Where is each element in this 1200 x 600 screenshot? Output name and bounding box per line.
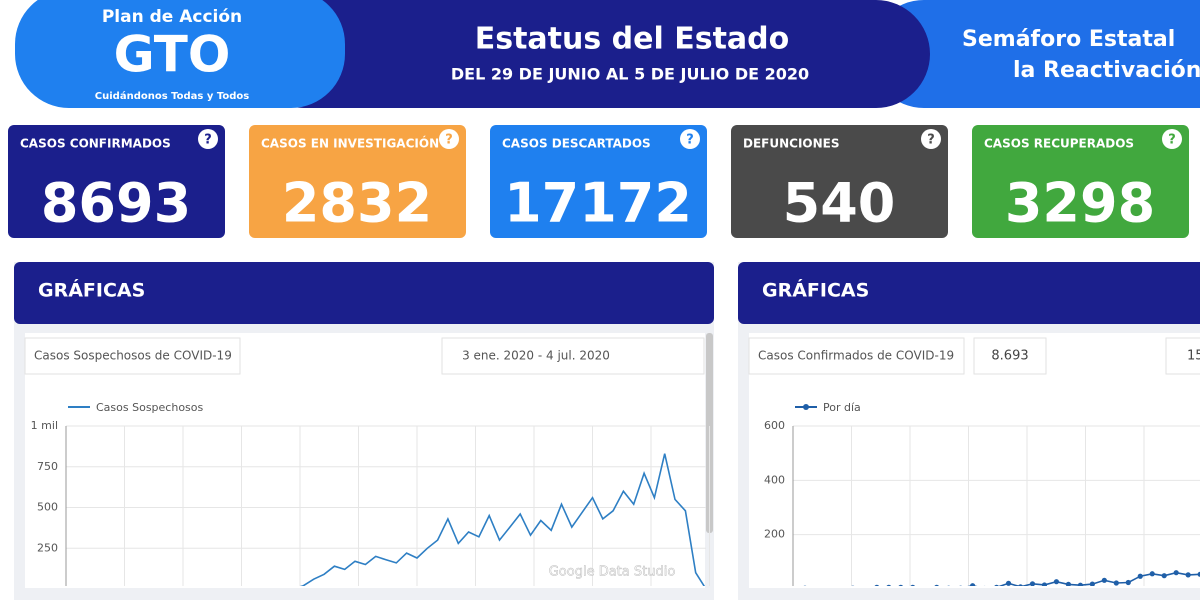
help-icon [439, 129, 459, 149]
point [910, 584, 915, 586]
point [1113, 580, 1119, 586]
logo-subtitle: Cuidándonos Todas y Todos [95, 90, 249, 102]
y-tick-label: 750 [37, 460, 58, 473]
stat-card [490, 125, 707, 238]
date-control[interactable] [441, 337, 705, 375]
point [1053, 579, 1060, 585]
scorecard [1165, 337, 1200, 375]
point [1173, 570, 1179, 576]
help-mark: ? [204, 133, 212, 148]
center-banner [250, 0, 930, 108]
right-subtitle: la Reactivación [1013, 58, 1200, 83]
point [970, 583, 976, 586]
stat-label: CASOS RECUPERADOS [984, 137, 1134, 151]
help-icon [1162, 129, 1182, 149]
point [803, 585, 807, 586]
scorecard-value: 15 [1187, 349, 1200, 364]
panel-title: GRÁFICAS [762, 279, 869, 302]
stat-label: CASOS DESCARTADOS [502, 137, 651, 151]
watermark: Google Data Studio [549, 565, 676, 580]
help-icon [198, 129, 218, 149]
y-tick-label: 1 mil [31, 419, 58, 432]
y-tick-label: 250 [37, 541, 58, 554]
y-tick-label: 600 [764, 419, 785, 432]
point [1101, 577, 1107, 583]
right-title: Semáforo Estatal [962, 27, 1175, 52]
right-banner [870, 0, 1200, 108]
chart-label: Casos Confirmados de COVID-19 [758, 349, 954, 363]
point [1077, 582, 1083, 586]
scorecard [973, 337, 1047, 375]
chart-label-box [24, 337, 241, 375]
logo-title: Plan de Acción [102, 7, 242, 27]
point [874, 584, 880, 586]
line-series [967, 571, 1200, 586]
chart-label-box [748, 337, 965, 375]
point [959, 585, 963, 586]
panel-title: GRÁFICAS [38, 279, 145, 302]
logo-text: GTO [114, 26, 231, 84]
legend-label: Casos Sospechosos [96, 401, 204, 414]
stat-value: 2832 [282, 172, 432, 235]
chart-card [749, 333, 1200, 588]
logo-banner [15, 0, 345, 108]
point [1029, 581, 1036, 586]
stat-value: 8693 [41, 172, 191, 235]
help-mark: ? [445, 133, 453, 148]
point [851, 585, 855, 586]
y-tick-label: 400 [764, 473, 785, 486]
plot [803, 570, 1200, 586]
help-mark: ? [1168, 133, 1176, 148]
help-mark: ? [686, 133, 694, 148]
point [994, 584, 999, 586]
plot [299, 453, 706, 586]
point [1041, 582, 1048, 586]
panel-header [738, 262, 1200, 324]
header-subtitle: DEL 29 DE JUNIO AL 5 DE JULIO DE 2020 [451, 65, 809, 84]
legend-label: Por día [823, 401, 861, 414]
point [947, 585, 951, 586]
stat-value: 3298 [1005, 172, 1155, 235]
point [983, 585, 986, 586]
point [1005, 580, 1012, 586]
help-icon [921, 129, 941, 149]
y-tick-label: 200 [764, 528, 785, 541]
stat-card [8, 125, 225, 238]
legend-dot [803, 404, 809, 410]
scorecard-value: 8.693 [991, 349, 1028, 364]
stat-value: 17172 [504, 172, 692, 235]
stat-card [731, 125, 948, 238]
header-title: Estatus del Estado [475, 22, 790, 57]
panel-header [14, 262, 714, 324]
stat-card [972, 125, 1189, 238]
point [1089, 581, 1095, 586]
point [1185, 572, 1191, 578]
stat-label: CASOS CONFIRMADOS [20, 137, 171, 151]
point [934, 584, 939, 586]
chart-card [25, 333, 705, 588]
line-series [299, 453, 706, 586]
point [898, 584, 903, 586]
stat-card [249, 125, 466, 238]
point [1065, 581, 1072, 586]
point [1149, 571, 1155, 577]
help-mark: ? [927, 133, 935, 148]
date-range: 3 ene. 2020 - 4 jul. 2020 [462, 349, 610, 363]
y-tick-label: 500 [37, 501, 58, 514]
point [1125, 579, 1131, 586]
stat-value: 540 [783, 172, 896, 235]
point [1161, 573, 1167, 579]
stat-label: CASOS EN INVESTIGACIÓN [261, 136, 439, 151]
point [1137, 573, 1143, 579]
help-icon [680, 129, 700, 149]
point [1197, 571, 1200, 577]
chart-label: Casos Sospechosos de COVID-19 [34, 349, 232, 363]
point [1018, 584, 1023, 586]
point [886, 584, 892, 586]
stat-label: DEFUNCIONES [743, 137, 840, 151]
